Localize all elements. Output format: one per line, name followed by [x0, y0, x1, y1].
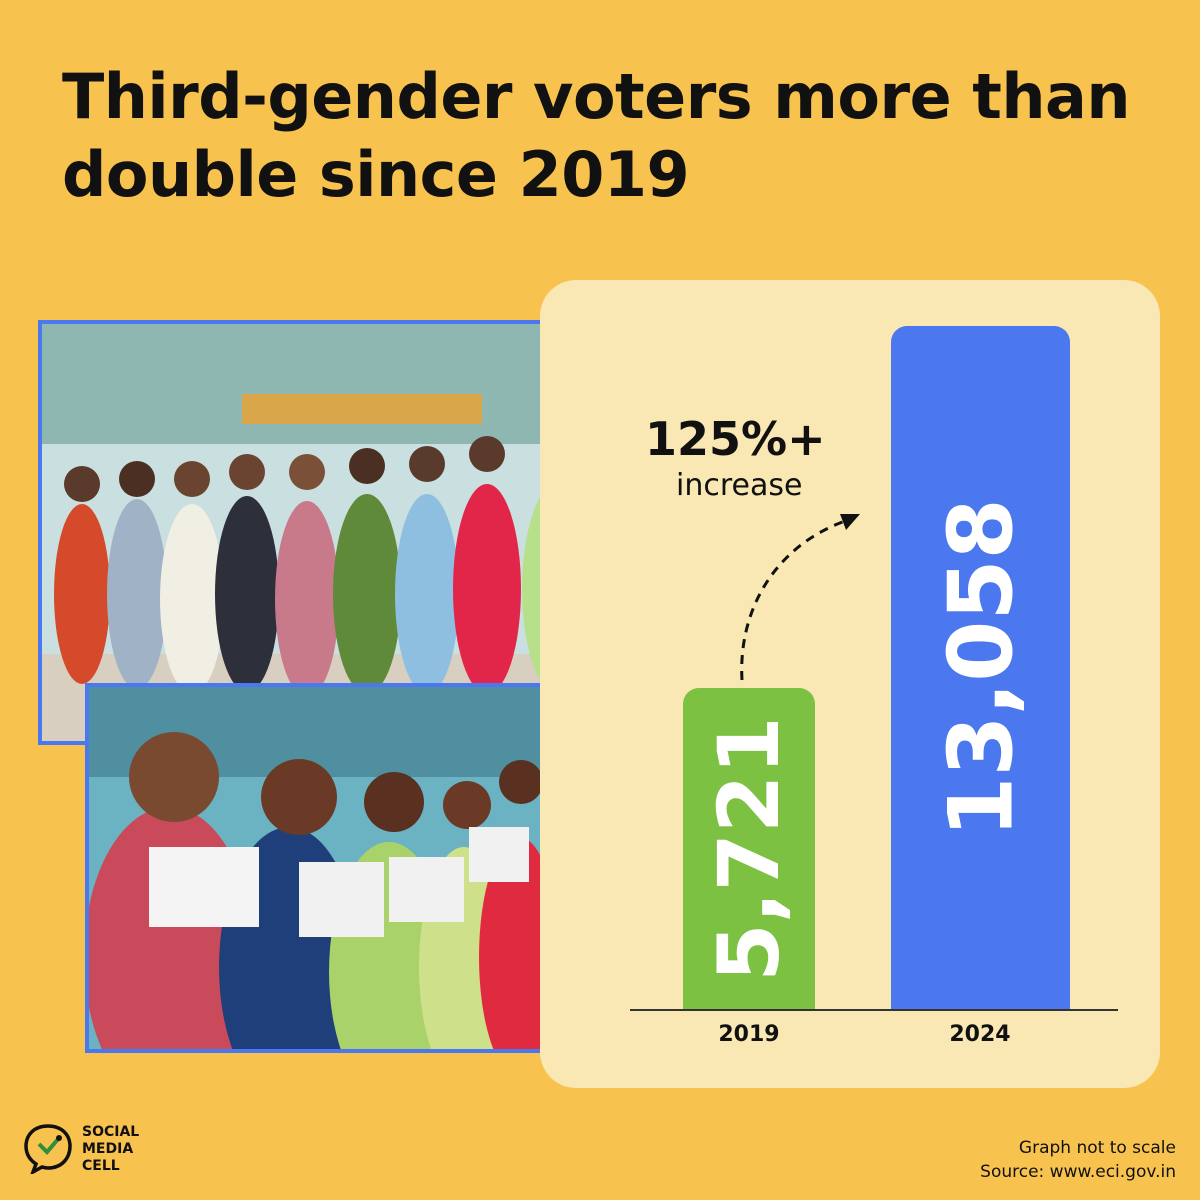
brand-line: MEDIA — [82, 1141, 134, 1157]
chart-baseline — [630, 1009, 1118, 1011]
brand-line: SOCIAL — [82, 1124, 140, 1140]
increase-arrow-icon — [740, 514, 860, 681]
x-tick-label-2024: 2024 — [949, 1022, 1011, 1047]
bar-value-2019: 5,721 — [700, 715, 798, 982]
increase-label: increase — [676, 468, 803, 503]
footer-note: Graph not to scale Source: www.eci.gov.i… — [980, 1136, 1176, 1184]
brand-line: CELL — [82, 1158, 120, 1174]
voters-id-cards-photo — [85, 683, 585, 1053]
bar-value-2024: 13,058 — [929, 497, 1032, 838]
page-title: Third-gender voters more than double sin… — [62, 60, 1130, 211]
bar-2024: 13,058 — [891, 326, 1070, 1009]
scale-note: Graph not to scale — [1018, 1138, 1176, 1158]
increase-percentage: 125%+ — [645, 412, 826, 466]
x-tick-label-2019: 2019 — [718, 1022, 780, 1047]
brand-name: SOCIAL MEDIA CELL — [82, 1124, 172, 1175]
bar-2019: 5,721 — [683, 688, 815, 1009]
social-media-cell-logo-icon — [24, 1124, 72, 1174]
source-note: Source: www.eci.gov.in — [980, 1162, 1176, 1182]
